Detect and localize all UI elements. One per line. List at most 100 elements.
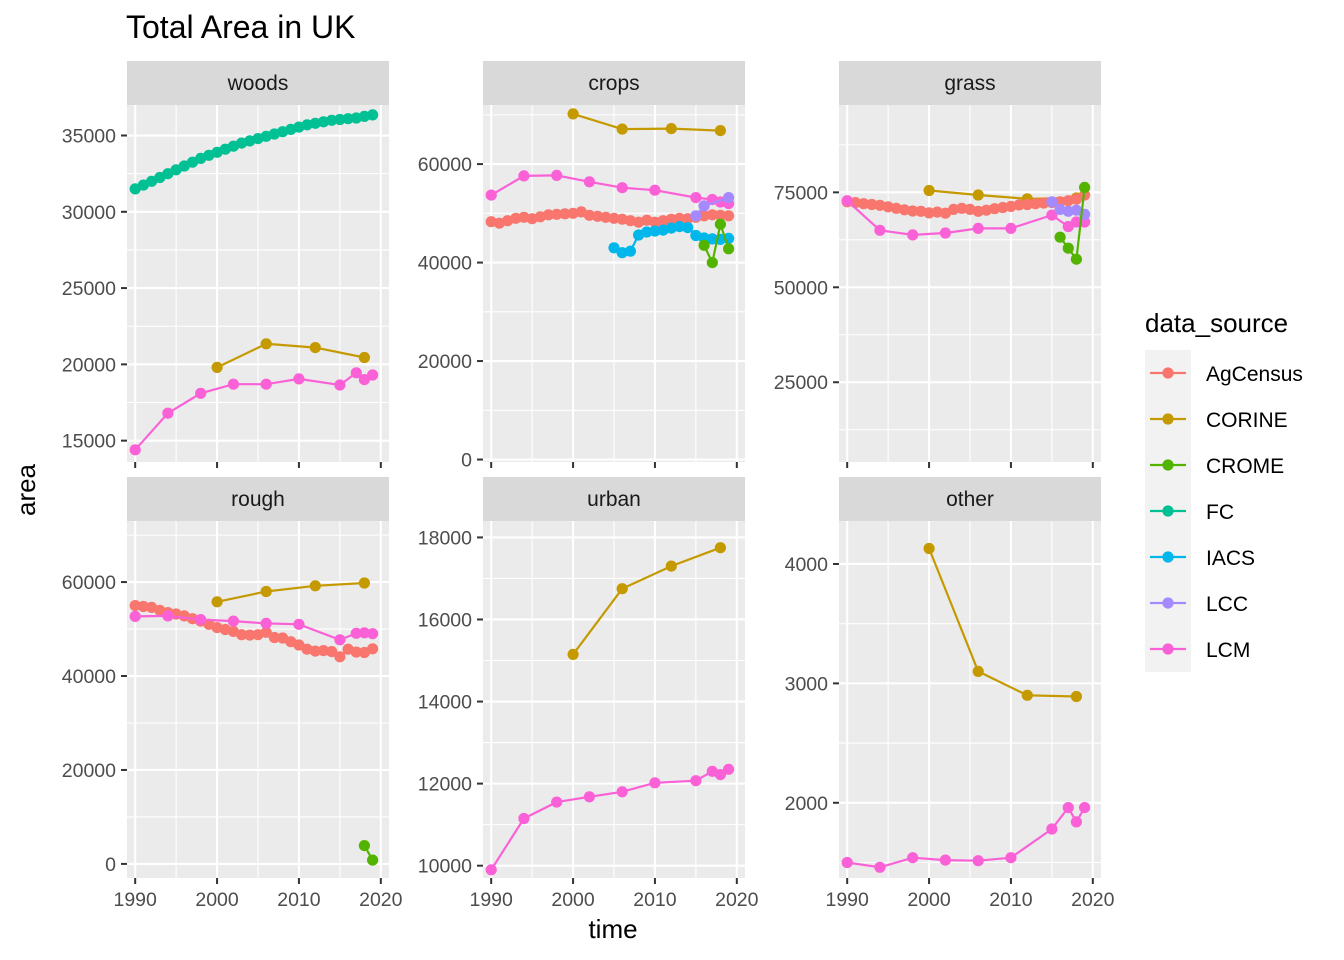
data-point [567,108,579,120]
data-point [923,207,935,219]
series-CORINE [211,577,370,608]
data-point [211,596,223,608]
data-point [358,351,370,364]
data-point [841,856,853,869]
data-point [358,577,370,589]
legend-label: AgCensus [1206,363,1303,386]
x-tick-label: 2000 [551,889,595,911]
data-point [129,610,141,623]
data-point [972,855,984,867]
y-tick-label: 14000 [418,692,472,714]
data-point [358,374,370,386]
y-tick-label: 15000 [62,431,116,453]
data-point [616,123,628,135]
data-point [1062,242,1074,254]
data-point [1079,181,1091,193]
data-point [260,626,272,638]
data-point [567,648,579,661]
series-CORINE [567,108,727,137]
x-tick-label: 1990 [469,889,513,911]
facet-strip-label: crops [588,72,639,95]
legend-item-CROME: CROME [1150,455,1284,478]
data-point [874,861,886,873]
facet-strip [127,61,389,105]
series-CROME [358,840,379,866]
data-point [1070,216,1082,228]
data-point [592,210,604,222]
series-line [572,546,721,656]
facet-strip [839,61,1101,105]
y-tick-label: 25000 [62,278,116,300]
series-line [216,581,365,603]
y-tick-label: 18000 [418,527,472,549]
data-point [358,627,370,639]
legend-key-point [1162,367,1174,379]
facet-panel-urban: urban 10000 12000 14000 16000 18000 1990 2000 20… [418,477,759,911]
y-tick-label: 35000 [62,126,116,148]
x-tick-label: 2010 [633,889,677,911]
data-point [723,192,735,204]
facet-panel-grass: grass 25000 50000 75000 [774,61,1101,468]
data-point [841,195,853,207]
x-tick-label: 1990 [825,889,869,911]
data-point [211,361,223,373]
data-point [665,123,677,135]
legend-key-point [1162,643,1174,655]
y-tick-label: 10000 [418,856,472,878]
x-tick-label: 2010 [277,889,321,911]
data-point [866,198,878,211]
data-point [518,812,530,825]
data-point [698,239,710,251]
data-point [1062,802,1074,814]
facet-strip [839,477,1101,521]
data-point [1038,197,1050,209]
data-point [624,245,637,257]
legend-label: LCM [1206,639,1250,662]
data-point [244,629,256,641]
data-point [260,378,272,390]
data-point [551,169,563,181]
data-point [367,109,379,121]
x-tick-label: 2000 [195,889,239,911]
data-point [326,646,338,658]
y-axis-title: area [11,463,41,516]
series-CROME [1054,181,1091,265]
data-point [1070,690,1082,703]
data-point [939,854,952,866]
data-point [706,233,718,245]
y-tick-label: 40000 [62,666,116,688]
data-point [600,211,612,223]
y-tick-label: 20000 [62,354,116,376]
data-point [334,634,346,646]
data-point [350,646,362,658]
facet-strip-label: grass [944,72,995,95]
chart-title: Total Area in UK [126,9,355,45]
facet-strip [483,61,745,105]
data-point [309,580,321,592]
legend-item-AgCensus: AgCensus [1150,363,1303,386]
data-point [358,840,370,852]
y-tick-label: 30000 [62,202,116,224]
facet-panel-rough: rough 0 20000 40000 60000 1990 2000 2010 2020 [62,477,403,911]
legend-key-point [1162,413,1174,425]
legend-item-CORINE: CORINE [1150,409,1288,432]
data-point [583,176,596,188]
data-point [342,113,354,125]
legend-item-LCM: LCM [1150,639,1250,662]
data-point [129,600,141,612]
data-point [260,585,272,598]
series-CORINE [567,542,727,661]
data-point [616,583,628,595]
data-point [714,209,727,221]
data-point [665,560,677,572]
y-tick-label: 2000 [785,793,829,815]
legend: data_source AgCensus CORINE CROME FC IACS LCC… [1145,308,1303,672]
data-point [907,229,919,241]
data-point [317,645,330,657]
data-point [723,210,735,222]
legend-label: CORINE [1206,409,1288,432]
series-CORINE [211,338,370,373]
data-point [690,775,702,787]
series-LCM [485,763,735,876]
